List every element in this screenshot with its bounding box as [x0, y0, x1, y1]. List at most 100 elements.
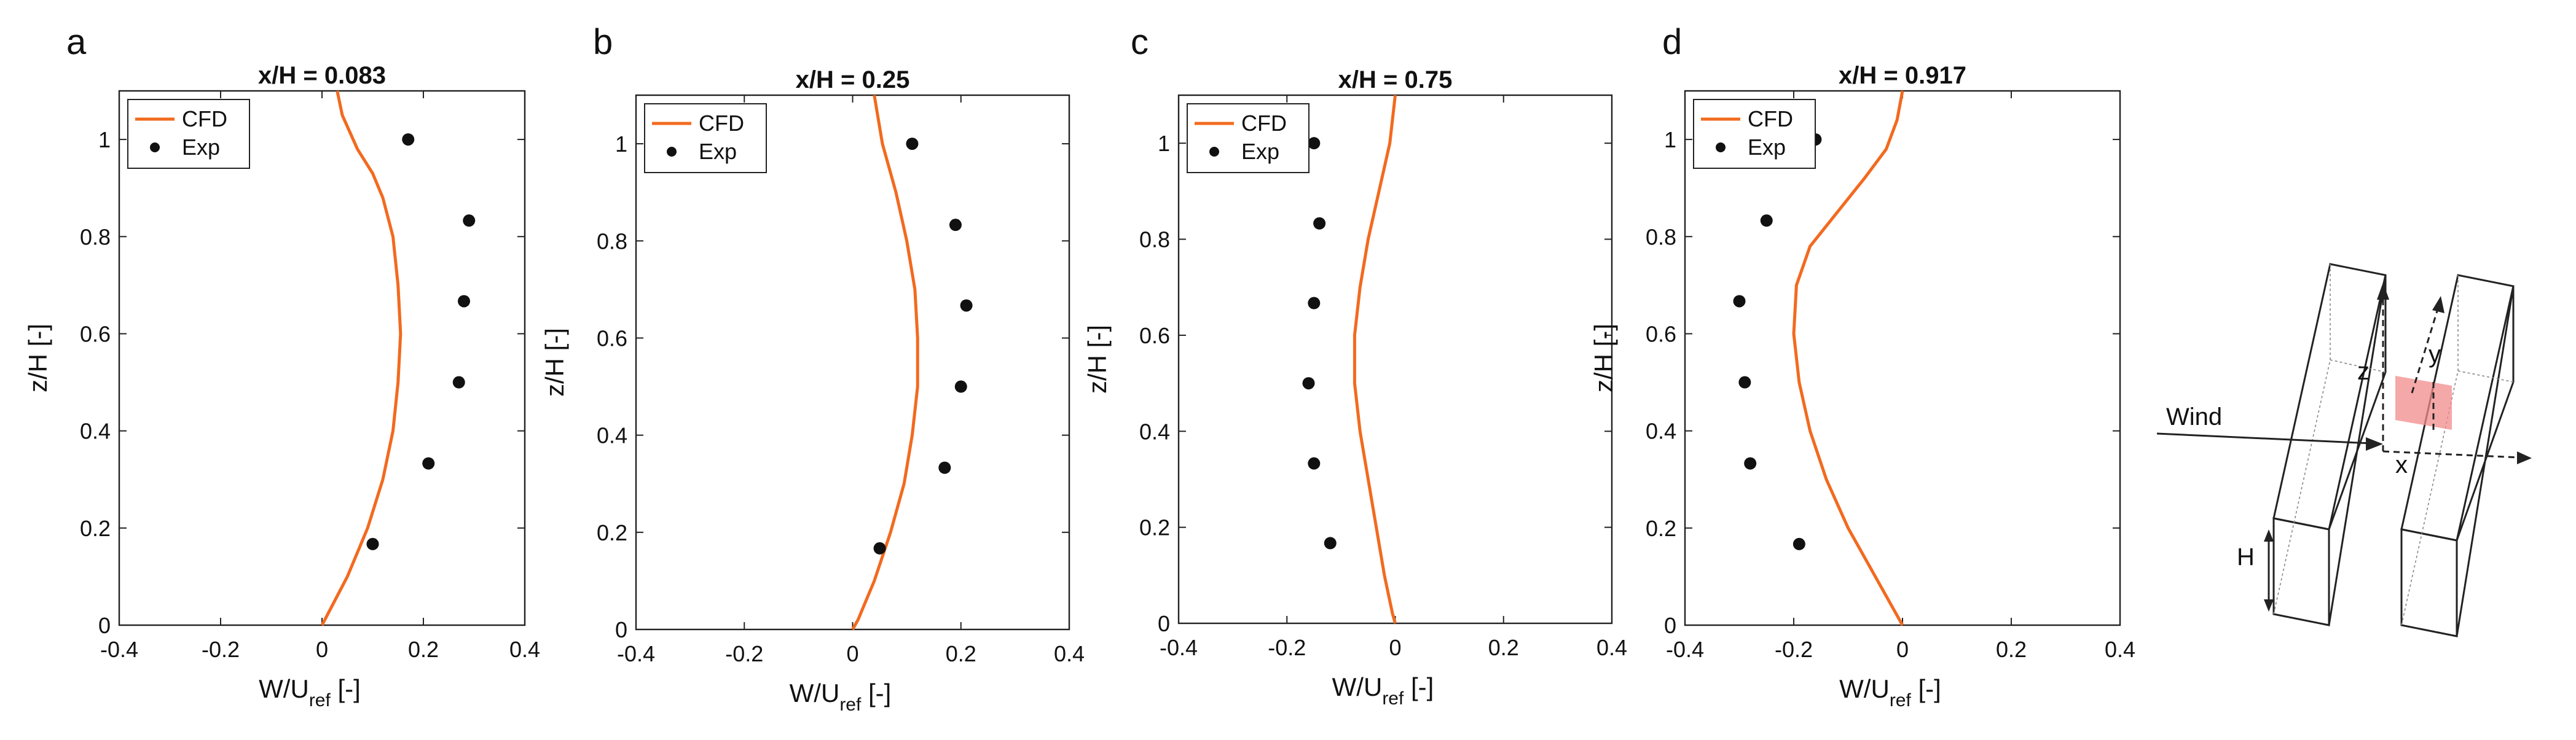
y-tick-label: 0.4	[80, 419, 111, 444]
y-tick-label: 0.6	[80, 321, 111, 346]
x-axis-label: x	[2395, 451, 2408, 478]
y-tick-label: 1	[98, 127, 111, 152]
wind-label: Wind	[2166, 403, 2222, 430]
plot-frame	[118, 90, 526, 626]
legend-exp-swatch	[1209, 147, 1219, 157]
y-tick-label: 0.4	[1646, 419, 1676, 444]
y-tick-label: 0.8	[1139, 227, 1170, 252]
legend-cfd-label: CFD	[1241, 111, 1287, 136]
panel-letter: a	[66, 22, 87, 62]
panel-letter: d	[1662, 22, 1682, 62]
panels: a x/H = 0.083 -0.4 -0.2 0 0.2 0.4 0 0.2 0.4 0.6 0.8…	[23, 22, 2135, 715]
y-tick-label: 0.8	[80, 224, 111, 249]
x-axis-arrow	[2517, 451, 2532, 464]
x-tick-label: -0.4	[1666, 637, 1704, 662]
x-tick-label: 0.4	[1596, 635, 1627, 660]
x-axis	[2382, 450, 2520, 459]
x-tick-label: -0.2	[725, 641, 763, 666]
wind-arrow-line	[2156, 432, 2373, 445]
exp-point	[366, 537, 379, 550]
panel-letter: b	[593, 22, 613, 62]
exp-point	[463, 214, 476, 227]
chart-title: x/H = 0.25	[796, 66, 910, 93]
exp-point	[1308, 297, 1321, 310]
legend-exp-label: Exp	[699, 139, 737, 164]
y-tick-label: 0.6	[597, 325, 627, 351]
y-axis-label: z/H [-]	[23, 324, 52, 392]
legend-cfd-label: CFD	[1748, 106, 1793, 131]
y-tick-label: 0	[98, 613, 111, 638]
x-tick-label: 0.4	[2105, 637, 2135, 662]
y-tick-label: 1	[1158, 131, 1170, 156]
x-tick-label: 0.4	[1054, 641, 1085, 666]
z-axis-arrow	[2377, 282, 2389, 300]
h-arrow-top	[2264, 529, 2274, 542]
legend-box	[1187, 103, 1310, 173]
x-tick-label: 0.2	[1996, 637, 2027, 662]
exp-point	[422, 457, 435, 470]
panel-letter: c	[1131, 22, 1149, 62]
y-axis-label: z/H [-]	[1589, 324, 1618, 392]
x-tick-label: 0.2	[408, 637, 439, 662]
street-canyon-schematic: Wind x y z H	[2156, 263, 2532, 637]
left-building	[2272, 263, 2387, 626]
legend-exp-swatch	[667, 147, 677, 157]
x-tick-label: 0.4	[509, 637, 540, 662]
y-tick-label: 0.8	[597, 228, 627, 254]
chart-title: x/H = 0.917	[1839, 62, 1966, 89]
plot-frame	[1684, 90, 2121, 626]
y-tick-label: 0.4	[1139, 419, 1170, 444]
legend-cfd-label: CFD	[699, 111, 744, 136]
legend-box	[127, 99, 250, 169]
exp-point	[1313, 217, 1326, 230]
x-tick-label: 0.2	[946, 641, 976, 666]
exp-point	[1302, 377, 1315, 390]
h-arrow-bottom	[2264, 599, 2274, 612]
exp-point	[1744, 457, 1757, 470]
y-axis-label: z/H [-]	[1083, 325, 1112, 394]
series-cfd-line	[851, 95, 919, 631]
y-tick-label: 0	[615, 617, 627, 642]
legend-box	[644, 103, 767, 173]
legend-exp-label: Exp	[182, 134, 220, 160]
y-tick-label: 0	[1158, 611, 1170, 636]
exp-point	[402, 133, 415, 146]
y-tick-label: 0.8	[1646, 224, 1676, 249]
y-axis	[2411, 306, 2440, 394]
exp-point	[960, 299, 973, 312]
x-tick-label: -0.2	[1268, 635, 1306, 660]
y-tick-label: 0.6	[1646, 321, 1676, 346]
x-tick-label: -0.2	[202, 637, 240, 662]
chart-panel-a: a x/H = 0.083 -0.4 -0.2 0 0.2 0.4 0 0.2 0.4 0.6 0.8…	[23, 22, 540, 711]
series-cfd-line	[1792, 90, 1904, 626]
x-tick-label: -0.4	[100, 637, 138, 662]
x-axis-label: W/Uref [-]	[790, 679, 892, 715]
chart-panel-b: b x/H = 0.25 -0.4 -0.2 0 0.2 0.4 0 0.2 0.4 0.6 0.8 1…	[540, 22, 1085, 715]
x-tick-label: 0.2	[1488, 635, 1519, 660]
legend-exp-swatch	[1716, 142, 1726, 152]
exp-point	[938, 461, 951, 474]
plot-frame	[1177, 94, 1613, 625]
x-tick-label: 0	[316, 637, 328, 662]
exp-point	[949, 219, 962, 232]
x-axis-label: W/Uref [-]	[1332, 672, 1434, 709]
y-axis-label: z/H [-]	[540, 328, 569, 397]
measurement-plane	[2395, 376, 2452, 430]
y-axis-arrow	[2432, 296, 2444, 313]
exp-point	[1308, 137, 1321, 150]
y-tick-label: 0.4	[597, 423, 627, 448]
series-cfd-line	[1353, 95, 1397, 624]
exp-point	[1324, 537, 1337, 550]
y-tick-label: 1	[615, 131, 627, 157]
exp-point	[1733, 295, 1746, 308]
x-tick-label: -0.2	[1775, 637, 1813, 662]
y-tick-label: 0.2	[80, 516, 111, 541]
legend-box	[1693, 99, 1816, 169]
x-tick-label: 0	[846, 641, 858, 666]
plot-frame	[635, 94, 1070, 631]
chart-title: x/H = 0.083	[258, 62, 386, 89]
y-tick-label: 1	[1664, 127, 1676, 152]
h-label: H	[2237, 543, 2255, 571]
chart-title: x/H = 0.75	[1338, 66, 1453, 93]
exp-point	[873, 542, 886, 555]
